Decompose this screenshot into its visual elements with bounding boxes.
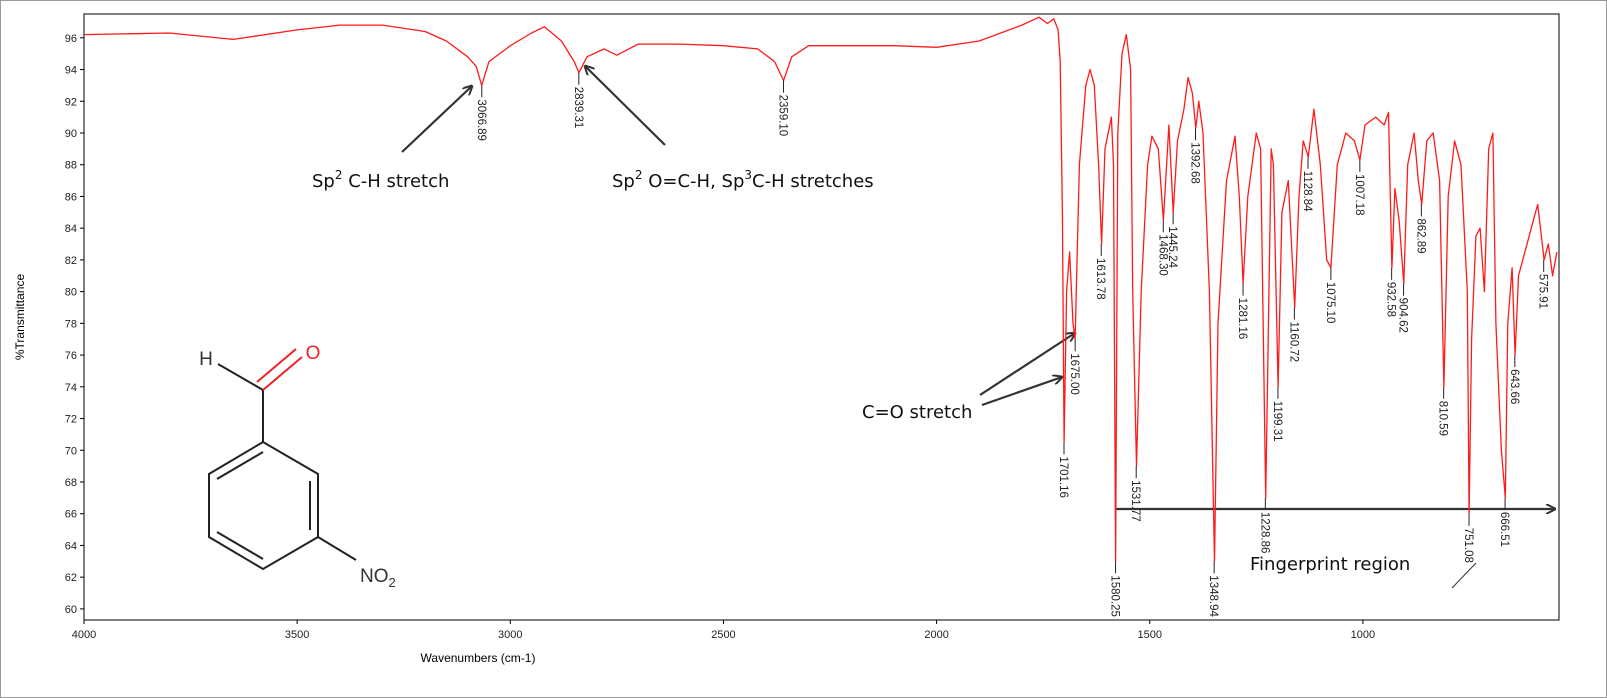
x-tick-label: 1500 [1138,629,1162,641]
leader [1451,562,1477,589]
peak-label: 643.66 [1508,369,1520,404]
annotation-text: C-H stretch [343,171,450,192]
y-tick-label: 82 [65,255,77,267]
y-tick-label: 74 [65,382,77,394]
peak-label: 1701.16 [1057,456,1069,498]
peak-label: 1531.77 [1129,480,1141,522]
peak-label: 575.91 [1537,274,1549,309]
y-tick-label: 72 [65,414,77,426]
y-tick-label: 88 [65,160,77,172]
y-tick-label: 68 [65,477,77,489]
y-tick-label: 92 [65,96,77,108]
atom-subscript: 2 [389,575,396,590]
annotation: C=O stretch [862,402,972,423]
y-tick-label: 62 [65,572,77,584]
atom-label: O [306,343,321,364]
y-tick-label: 80 [65,287,77,299]
bond [262,356,303,391]
x-tick-label: 3000 [498,629,522,641]
peak-label: 862.89 [1414,218,1426,253]
peak-label: 1613.78 [1094,258,1106,300]
y-tick-label: 70 [65,445,77,457]
atom-label: H [199,349,213,370]
y-tick-label: 94 [65,65,77,77]
y-tick-label: 66 [65,509,77,521]
y-axis-label: %Transmittance [13,274,27,361]
annotation-superscript: 2 [635,168,643,182]
arrow [979,333,1075,396]
plot-area [83,13,1560,621]
x-tick-label: 2500 [711,629,735,641]
y-tick-label: 60 [65,604,77,616]
bond [317,536,357,561]
y-tick-label: 64 [65,540,77,552]
y-tick-label: 86 [65,191,77,203]
x-tick-label: 1000 [1351,629,1375,641]
arrows [401,66,1555,589]
peak-label: 2359.10 [777,95,789,137]
annotation-superscript: 2 [335,168,343,182]
annotation: Sp2 O=C-H, Sp3C-H stretches [612,168,874,192]
bond [216,451,264,480]
peak-label: 1675.00 [1068,353,1080,395]
peak-label: 1468.30 [1156,234,1168,276]
peak-label: 666.51 [1498,512,1510,547]
peak-label: 1160.72 [1287,321,1299,362]
peak-label: 1281.16 [1236,298,1248,340]
peak-label: 2839.31 [572,87,584,129]
peak-label: 1580.25 [1109,575,1121,617]
peak-label: 1199.31 [1271,401,1283,442]
x-tick-label: 4000 [72,629,96,641]
peak-label: 1128.84 [1301,171,1313,212]
arrow [401,86,472,153]
bond [217,363,264,391]
annotation-text: Sp [312,171,335,192]
annotation-text: Fingerprint region [1250,554,1410,575]
x-tick-label: 3500 [285,629,309,641]
annotation-text: C=O stretch [862,402,972,423]
peak-label: 1228.86 [1258,512,1270,554]
peak-label: 1445.24 [1166,226,1178,268]
y-tick-label: 78 [65,318,77,330]
ring [208,440,319,571]
atom-label: NO [360,566,389,587]
spectrum-line [83,16,1558,562]
atom-label: NO2 [360,566,396,590]
annotation: Sp2 C-H stretch [312,168,449,192]
peak-label: 810.59 [1437,401,1449,436]
peak-label: 1075.10 [1324,282,1336,324]
y-tick-label: 76 [65,350,77,362]
peak-label: 1392.68 [1189,142,1201,184]
annotation: Fingerprint region [1250,554,1410,575]
peak-label: 1348.94 [1207,575,1219,617]
peak-label: 932.58 [1385,282,1397,317]
y-tick-label: 90 [65,128,77,140]
peak-label: 1007.18 [1353,174,1365,216]
annotation-text: C-H stretches [752,171,874,192]
y-tick-label: 84 [65,223,77,235]
peak-label: 3066.89 [475,99,487,141]
molecule [208,348,357,571]
arrow [585,66,666,146]
y-tick-label: 96 [65,33,77,45]
x-axis-label: Wavenumbers (cm-1) [421,651,536,665]
x-tick-label: 2000 [924,629,948,641]
arrow [981,377,1062,407]
peak-label: 904.62 [1397,298,1409,333]
annotation-text: Sp [612,171,635,192]
annotation-superscript: 3 [744,168,752,182]
bond [256,348,297,383]
annotation-text: O=C-H, Sp [643,171,745,192]
peak-label: 751.08 [1462,528,1474,563]
bond [216,531,264,560]
